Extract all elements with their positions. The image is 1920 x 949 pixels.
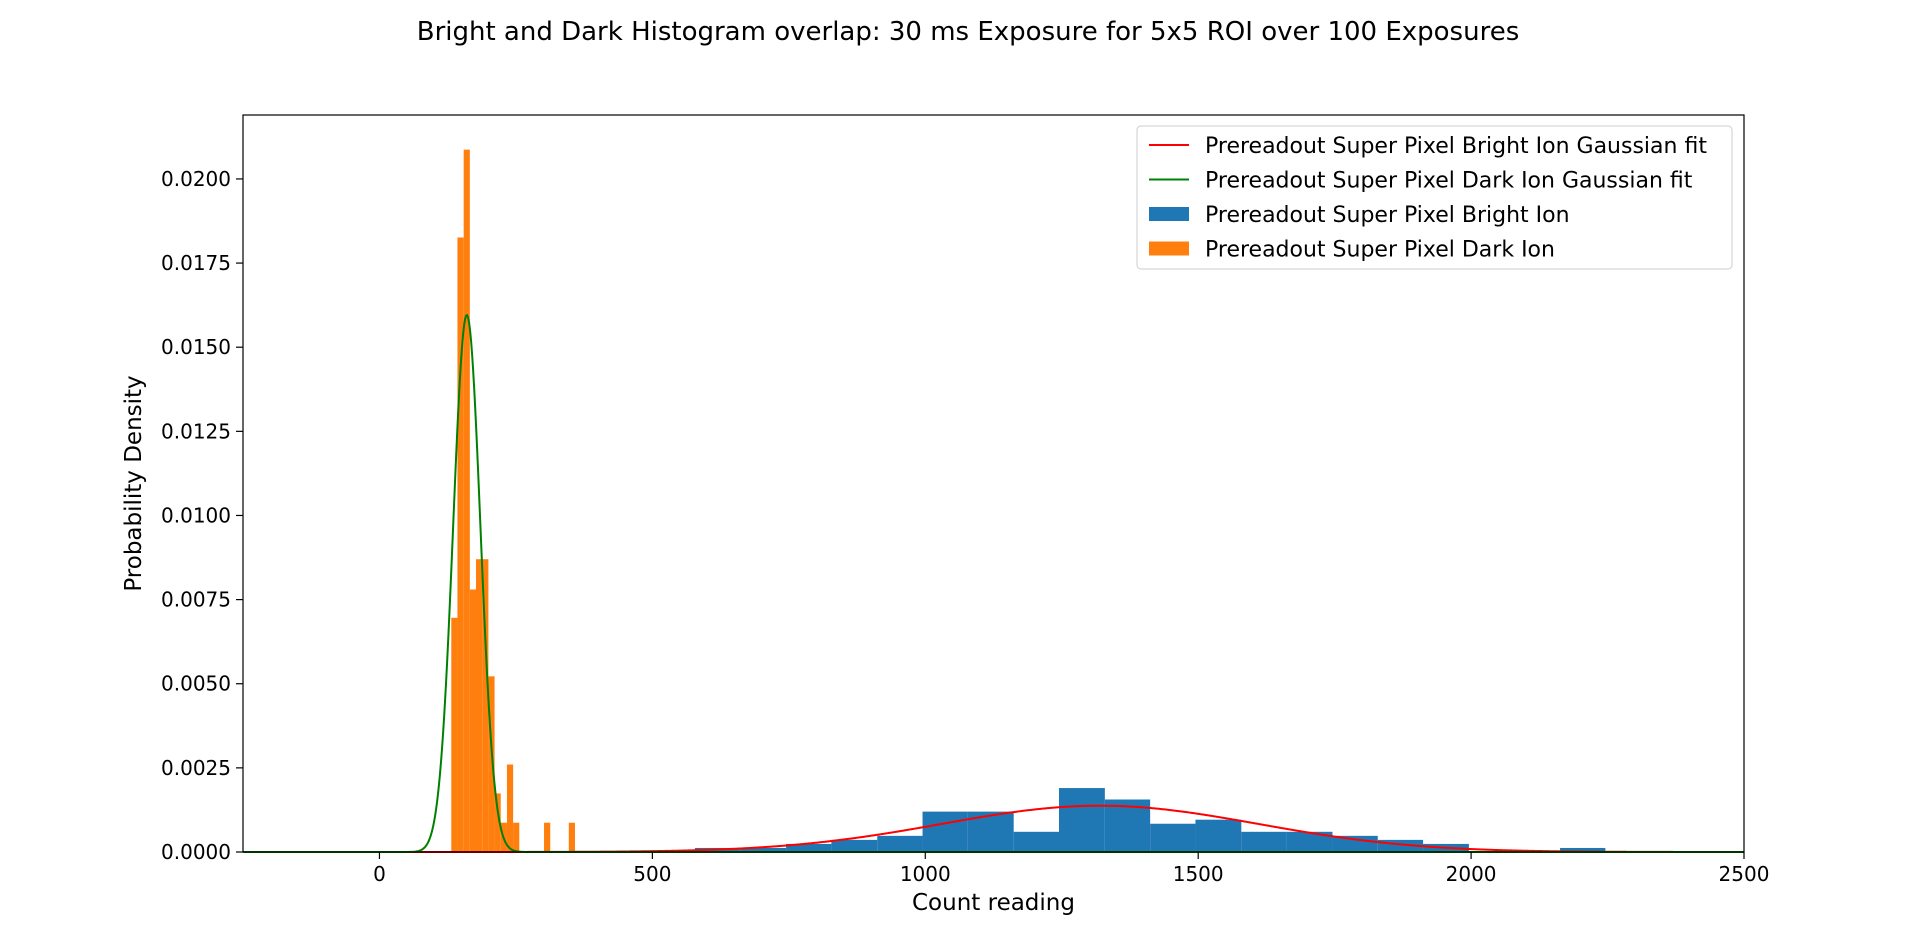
legend-label: Prereadout Super Pixel Dark Ion (1205, 238, 1555, 263)
x-tick-label: 2500 (1719, 862, 1770, 886)
x-tick-label: 2000 (1446, 862, 1497, 886)
histogram-series-0 (694, 788, 1606, 852)
y-tick-label: 0.0100 (161, 503, 231, 527)
x-tick-label: 1000 (900, 862, 951, 886)
x-tick-label: 500 (633, 862, 671, 886)
y-tick-label: 0.0075 (161, 588, 231, 612)
histogram-bar (513, 822, 520, 852)
histogram-bar (476, 559, 483, 852)
histogram-bar (740, 847, 787, 852)
legend-entry: Prereadout Super Pixel Bright Ion Gaussi… (1149, 134, 1707, 159)
x-axis-label: Count reading (912, 890, 1075, 916)
y-tick-label: 0.0050 (161, 672, 231, 696)
histogram-bar (544, 822, 551, 852)
histogram-bar (877, 835, 923, 852)
y-tick-label: 0.0000 (161, 840, 231, 864)
histogram-bar (831, 839, 878, 852)
y-tick-label: 0.0200 (161, 167, 231, 191)
histogram-bar (1241, 831, 1287, 852)
histogram-bar (469, 589, 477, 852)
histogram-bar (922, 811, 968, 852)
legend-label: Prereadout Super Pixel Dark Ion Gaussian… (1205, 169, 1693, 194)
histogram-bar (1195, 819, 1242, 852)
y-axis-label: Probability Density (121, 375, 147, 591)
legend-entry: Prereadout Super Pixel Dark Ion Gaussian… (1149, 169, 1693, 194)
histogram-bar (1286, 831, 1333, 852)
histogram-bar (1013, 831, 1059, 852)
y-tick-label: 0.0025 (161, 756, 231, 780)
histogram-series-1 (451, 149, 575, 853)
histogram-bar (1150, 823, 1196, 852)
legend-entry: Prereadout Super Pixel Dark Ion (1149, 238, 1555, 263)
x-tick-label: 0 (373, 862, 386, 886)
histogram-bar (451, 617, 458, 852)
x-tick-label: 1500 (1173, 862, 1224, 886)
histogram-bar (1560, 847, 1606, 852)
histogram-bar (1058, 788, 1105, 852)
histogram-bar (488, 676, 495, 852)
histogram-bar (506, 764, 514, 852)
y-tick-label: 0.0175 (161, 251, 231, 275)
histogram-bar (786, 843, 832, 852)
y-tick-label: 0.0150 (161, 335, 231, 359)
legend: Prereadout Super Pixel Bright Ion Gaussi… (1136, 125, 1733, 270)
histogram-bar (457, 237, 464, 852)
legend-label: Prereadout Super Pixel Bright Ion (1205, 203, 1570, 228)
histogram-bar (1332, 835, 1378, 852)
legend-patch-swatch (1149, 241, 1189, 256)
histogram-bar (482, 559, 489, 852)
legend-patch-swatch (1149, 207, 1189, 221)
y-tick-label: 0.0125 (161, 419, 231, 443)
axes: 0 500 1000 1500 2000 2500 0.0000 0.0025 0.0050 0.… (161, 114, 1770, 886)
legend-box (1136, 125, 1733, 270)
chart-title: Bright and Dark Histogram overlap: 30 ms… (417, 17, 1520, 47)
histogram-bar (494, 793, 501, 852)
histogram-bar (568, 822, 575, 852)
legend-label: Prereadout Super Pixel Bright Ion Gaussi… (1205, 134, 1707, 159)
axes-frame (242, 114, 1745, 853)
histogram-bar (463, 149, 470, 853)
legend-entry: Prereadout Super Pixel Bright Ion (1149, 203, 1570, 228)
